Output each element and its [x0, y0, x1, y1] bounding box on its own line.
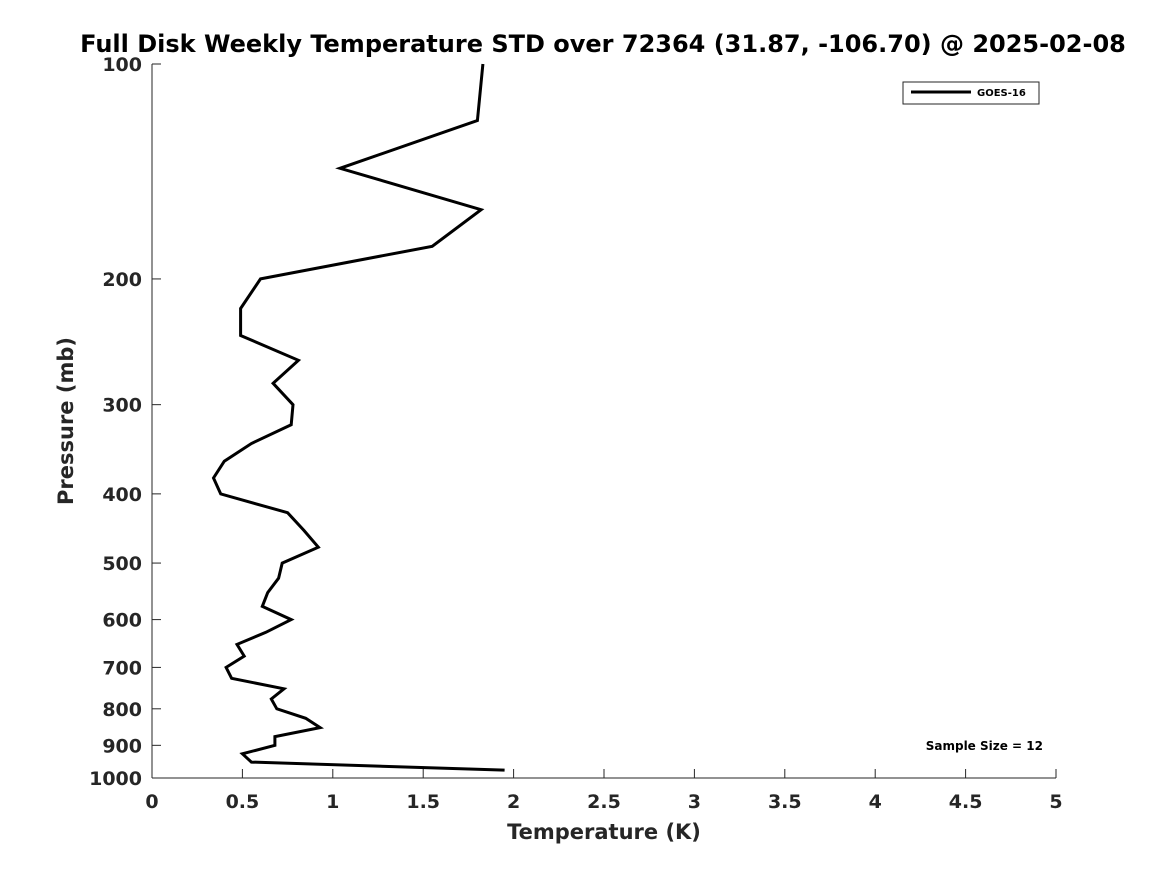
x-tick-label: 1.5 — [406, 791, 440, 813]
series-line-goes16 — [211, 63, 505, 772]
y-tick-label: 500 — [102, 553, 142, 575]
x-tick-label: 1 — [326, 791, 339, 813]
x-tick-label: 0 — [145, 791, 158, 813]
sample-size-annotation: Sample Size = 12 — [926, 739, 1043, 753]
y-tick-label: 600 — [102, 610, 142, 632]
x-tick-label: 3 — [688, 791, 701, 813]
x-tick-label: 4 — [869, 791, 882, 813]
y-tick-label: 300 — [102, 395, 142, 417]
x-tick-label: 0.5 — [226, 791, 260, 813]
x-tick-label: 2.5 — [587, 791, 621, 813]
y-tick-label: 700 — [102, 657, 142, 679]
y-ticks: 100 200 300 400 500 600 700 800 900 1000 — [89, 54, 161, 790]
chart-title: Full Disk Weekly Temperature STD over 72… — [80, 30, 1126, 58]
x-tick-label: 3.5 — [768, 791, 802, 813]
legend: GOES-16 — [902, 81, 1040, 105]
y-tick-label: 200 — [102, 269, 142, 291]
series-layer — [211, 63, 505, 772]
y-axis-label: Pressure (mb) — [54, 337, 78, 505]
x-tick-label: 5 — [1049, 791, 1062, 813]
x-ticks: 0 0.5 1 1.5 2 2.5 3 3.5 4 4.5 5 — [145, 769, 1063, 813]
y-tick-label: 1000 — [89, 768, 142, 790]
y-tick-label: 100 — [102, 54, 142, 76]
x-tick-label: 2 — [507, 791, 520, 813]
y-tick-label: 900 — [102, 735, 142, 757]
legend-label-goes16: GOES-16 — [977, 88, 1026, 99]
y-tick-label: 800 — [102, 699, 142, 721]
y-tick-label: 400 — [102, 484, 142, 506]
x-axis-label: Temperature (K) — [507, 820, 701, 844]
x-tick-label: 4.5 — [949, 791, 983, 813]
